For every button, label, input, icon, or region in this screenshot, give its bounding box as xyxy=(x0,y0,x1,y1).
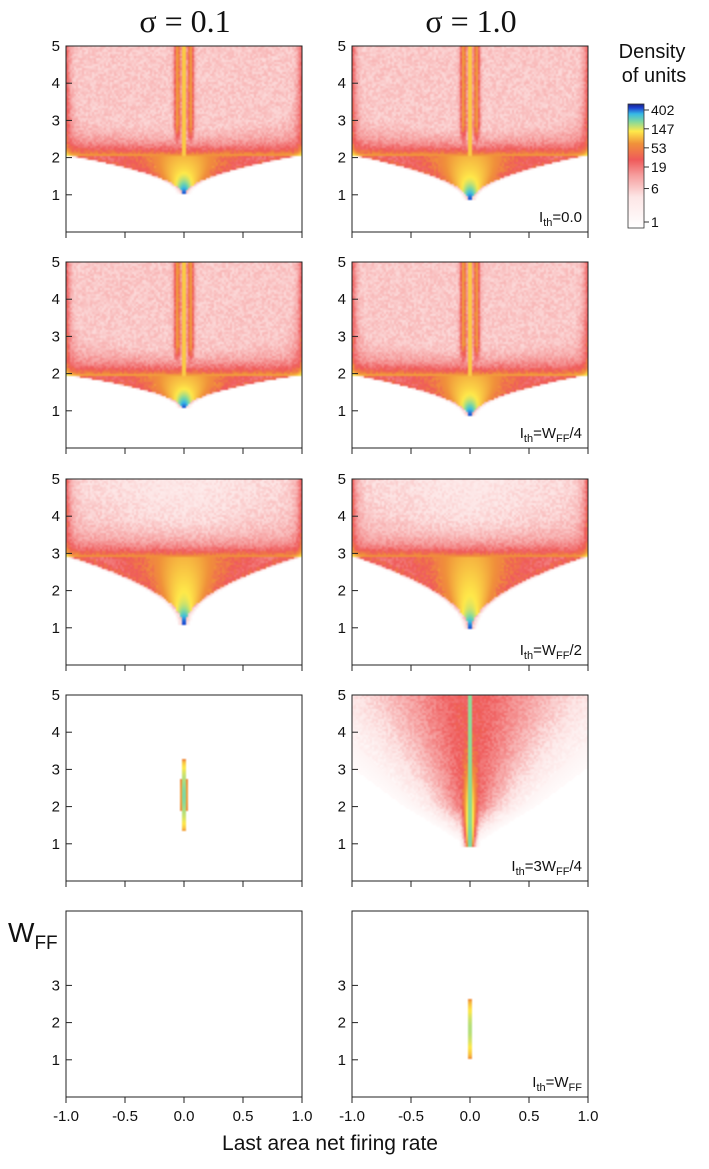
x-tick-label-1: -0.5 xyxy=(398,1108,424,1125)
y-tick-label-4: 5 xyxy=(52,471,60,488)
heatmap-image xyxy=(66,695,302,881)
y-tick-label-0: 1 xyxy=(52,1052,60,1069)
colorbar-title-line2: of units xyxy=(622,65,686,87)
column-title-2: σ = 1.0 xyxy=(425,3,516,39)
colorbar-tick-label-1: 147 xyxy=(651,121,675,137)
x-axis-label: Last area net firing rate xyxy=(222,1132,438,1155)
y-tick-label-2: 3 xyxy=(338,112,346,129)
y-tick-label-3: 4 xyxy=(52,75,60,92)
colorbar-title-line1: Density xyxy=(619,41,686,63)
y-tick-label-2: 3 xyxy=(338,545,346,562)
y-tick-label-0: 1 xyxy=(338,836,346,853)
y-tick-label-0: 1 xyxy=(52,403,60,420)
heatmap-image xyxy=(352,262,588,448)
y-tick-label-2: 3 xyxy=(338,977,346,994)
y-tick-label-3: 4 xyxy=(52,724,60,741)
y-tick-label-4: 5 xyxy=(338,687,346,704)
y-tick-label-0: 1 xyxy=(338,187,346,204)
y-tick-label-3: 4 xyxy=(52,508,60,525)
y-tick-label-2: 3 xyxy=(52,977,60,994)
y-tick-label-1: 2 xyxy=(338,583,346,600)
colorbar-tick-label-3: 19 xyxy=(651,159,667,175)
heatmap-panel-r2-c2: 1 2 3 4 5 Ith=WFF/4 xyxy=(338,254,589,454)
heatmap-image xyxy=(66,46,302,232)
heatmap-image xyxy=(352,46,588,232)
y-tick-label-0: 1 xyxy=(338,403,346,420)
x-tick-label-4: 1.0 xyxy=(578,1108,599,1125)
heatmap-panel-r1-c1: 1 2 3 4 5 xyxy=(52,38,303,238)
colorbar-ticks: 402 147 53 19 6 1 xyxy=(644,102,675,230)
y-tick-label-1: 2 xyxy=(338,1015,346,1032)
y-tick-label-2: 3 xyxy=(338,328,346,345)
heatmap-panel-r3-c1: 1 2 3 4 5 xyxy=(52,471,303,671)
y-tick-label-3: 4 xyxy=(52,291,60,308)
x-tick-label-2: 0.0 xyxy=(174,1108,195,1125)
panel-annotation: Ith=WFF/4 xyxy=(520,425,582,445)
column-title-1: σ = 0.1 xyxy=(139,3,230,39)
y-tick-label-0: 1 xyxy=(52,187,60,204)
y-tick-label-1: 2 xyxy=(52,150,60,167)
y-tick-label-3: 4 xyxy=(338,508,346,525)
y-tick-label-3: 4 xyxy=(338,75,346,92)
heatmap-panel-r1-c2: 1 2 3 4 5 Ith=0.0 xyxy=(338,38,589,238)
y-tick-label-4: 5 xyxy=(338,38,346,55)
heatmap-image xyxy=(66,479,302,665)
heatmap-image xyxy=(352,911,588,1097)
panel-annotation: Ith=WFF/2 xyxy=(520,642,582,662)
colorbar xyxy=(627,103,645,229)
y-tick-label-1: 2 xyxy=(338,799,346,816)
x-tick-label-0: -1.0 xyxy=(53,1108,79,1125)
y-tick-label-0: 1 xyxy=(338,1052,346,1069)
heatmap-panel-r4-c1: 1 2 3 4 5 xyxy=(52,687,303,887)
y-tick-label-4: 5 xyxy=(338,254,346,271)
y-tick-label-0: 1 xyxy=(52,836,60,853)
heatmap-panel-r3-c2: 1 2 3 4 5 Ith=WFF/2 xyxy=(338,471,589,671)
x-tick-label-0: -1.0 xyxy=(339,1108,365,1125)
colorbar-tick-label-0: 402 xyxy=(651,102,675,118)
y-tick-label-2: 3 xyxy=(52,328,60,345)
heatmap-panel-r2-c1: 1 2 3 4 5 xyxy=(52,254,303,454)
y-tick-label-1: 2 xyxy=(52,1015,60,1032)
y-axis-label-main: W xyxy=(8,917,35,948)
panel-annotation: Ith=0.0 xyxy=(539,209,582,229)
y-tick-label-4: 5 xyxy=(52,254,60,271)
y-tick-label-2: 3 xyxy=(52,545,60,562)
colorbar-tick-label-5: 1 xyxy=(651,214,659,230)
colorbar-tick-label-2: 53 xyxy=(651,140,667,156)
y-tick-label-0: 1 xyxy=(338,620,346,637)
y-axis-label: WFF xyxy=(8,917,58,954)
y-tick-label-1: 2 xyxy=(338,150,346,167)
heatmap-image xyxy=(66,911,302,1097)
x-tick-label-3: 0.5 xyxy=(519,1108,540,1125)
x-tick-label-4: 1.0 xyxy=(292,1108,313,1125)
heatmap-panel-r5-c1: 1 2 3 -1.0 -0.5 0.0 0.5 1.0 xyxy=(52,910,313,1125)
y-tick-label-2: 3 xyxy=(338,761,346,778)
y-tick-label-2: 3 xyxy=(52,761,60,778)
y-tick-label-1: 2 xyxy=(338,366,346,383)
x-tick-label-2: 0.0 xyxy=(460,1108,481,1125)
colorbar-tick-label-4: 6 xyxy=(651,181,659,197)
y-tick-label-1: 2 xyxy=(52,366,60,383)
heatmap-image xyxy=(352,479,588,665)
y-tick-label-2: 3 xyxy=(52,112,60,129)
y-tick-label-4: 5 xyxy=(338,471,346,488)
heatmap-image xyxy=(352,695,588,881)
panel-grid: 1 2 3 4 5 1 2 3 4 5 Ith=0.0 1 2 3 4 5 1 2 3 4 5 Ith=WFF/4 1 2 3 4… xyxy=(52,38,599,1125)
heatmap-image xyxy=(66,262,302,448)
heatmap-panel-r4-c2: 1 2 3 4 5 Ith=3WFF/4 xyxy=(338,687,589,887)
x-tick-label-3: 0.5 xyxy=(233,1108,254,1125)
y-tick-label-3: 4 xyxy=(338,724,346,741)
y-tick-label-1: 2 xyxy=(52,583,60,600)
x-tick-label-1: -0.5 xyxy=(112,1108,138,1125)
y-tick-label-4: 5 xyxy=(52,687,60,704)
panel-annotation: Ith=3WFF/4 xyxy=(511,858,582,878)
heatmap-panel-r5-c2: 1 2 3 -1.0 -0.5 0.0 0.5 1.0 Ith=WFF xyxy=(338,910,599,1125)
y-tick-label-0: 1 xyxy=(52,620,60,637)
y-tick-label-1: 2 xyxy=(52,799,60,816)
y-tick-label-4: 5 xyxy=(52,38,60,55)
panel-annotation: Ith=WFF xyxy=(532,1074,582,1094)
y-axis-label-sub: FF xyxy=(34,933,57,954)
y-tick-label-3: 4 xyxy=(338,291,346,308)
